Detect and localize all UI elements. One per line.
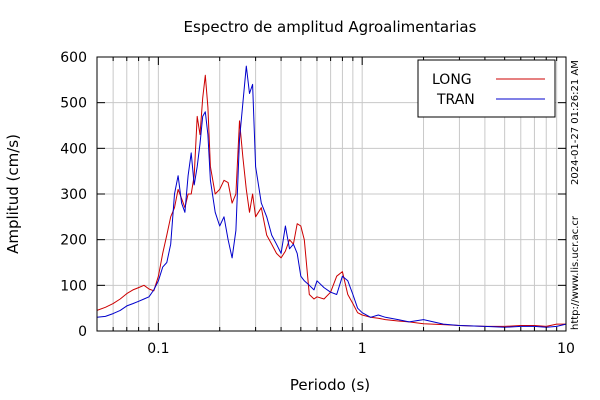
series-layer <box>96 65 567 328</box>
legend-box <box>417 59 556 118</box>
timestamp-text: 2024-01-27 01:26:21 AM <box>570 60 581 185</box>
grid <box>96 56 567 332</box>
y-axis-label: Amplitud (cm/s) <box>4 134 22 254</box>
chart-title: Espectro de amplitud Agroalimentarias <box>184 18 477 36</box>
y-tick-label: 0 <box>78 324 87 340</box>
x-tick-label: 1 <box>358 341 367 357</box>
y-tick-label: 200 <box>60 233 87 249</box>
ticks: 0 100 200 300 400 500 600 0.1 1 10 <box>60 50 575 357</box>
legend: LONG TRAN <box>417 59 556 118</box>
legend-label-long: LONG <box>432 72 472 88</box>
y-tick-label: 400 <box>60 141 87 157</box>
x-tick-label: 10 <box>557 341 575 357</box>
x-tick-label: 0.1 <box>147 341 169 357</box>
legend-label-tran: TRAN <box>436 92 475 108</box>
x-axis-label: Periodo (s) <box>290 376 370 394</box>
source-url-text: http://www.lis.ucr.ac.cr <box>570 215 581 330</box>
y-tick-label: 500 <box>60 96 87 112</box>
y-tick-label: 100 <box>60 278 87 294</box>
y-tick-label: 300 <box>60 187 87 203</box>
series-line-long <box>96 74 566 327</box>
series-line-tran <box>96 65 567 328</box>
y-tick-label: 600 <box>60 50 87 66</box>
